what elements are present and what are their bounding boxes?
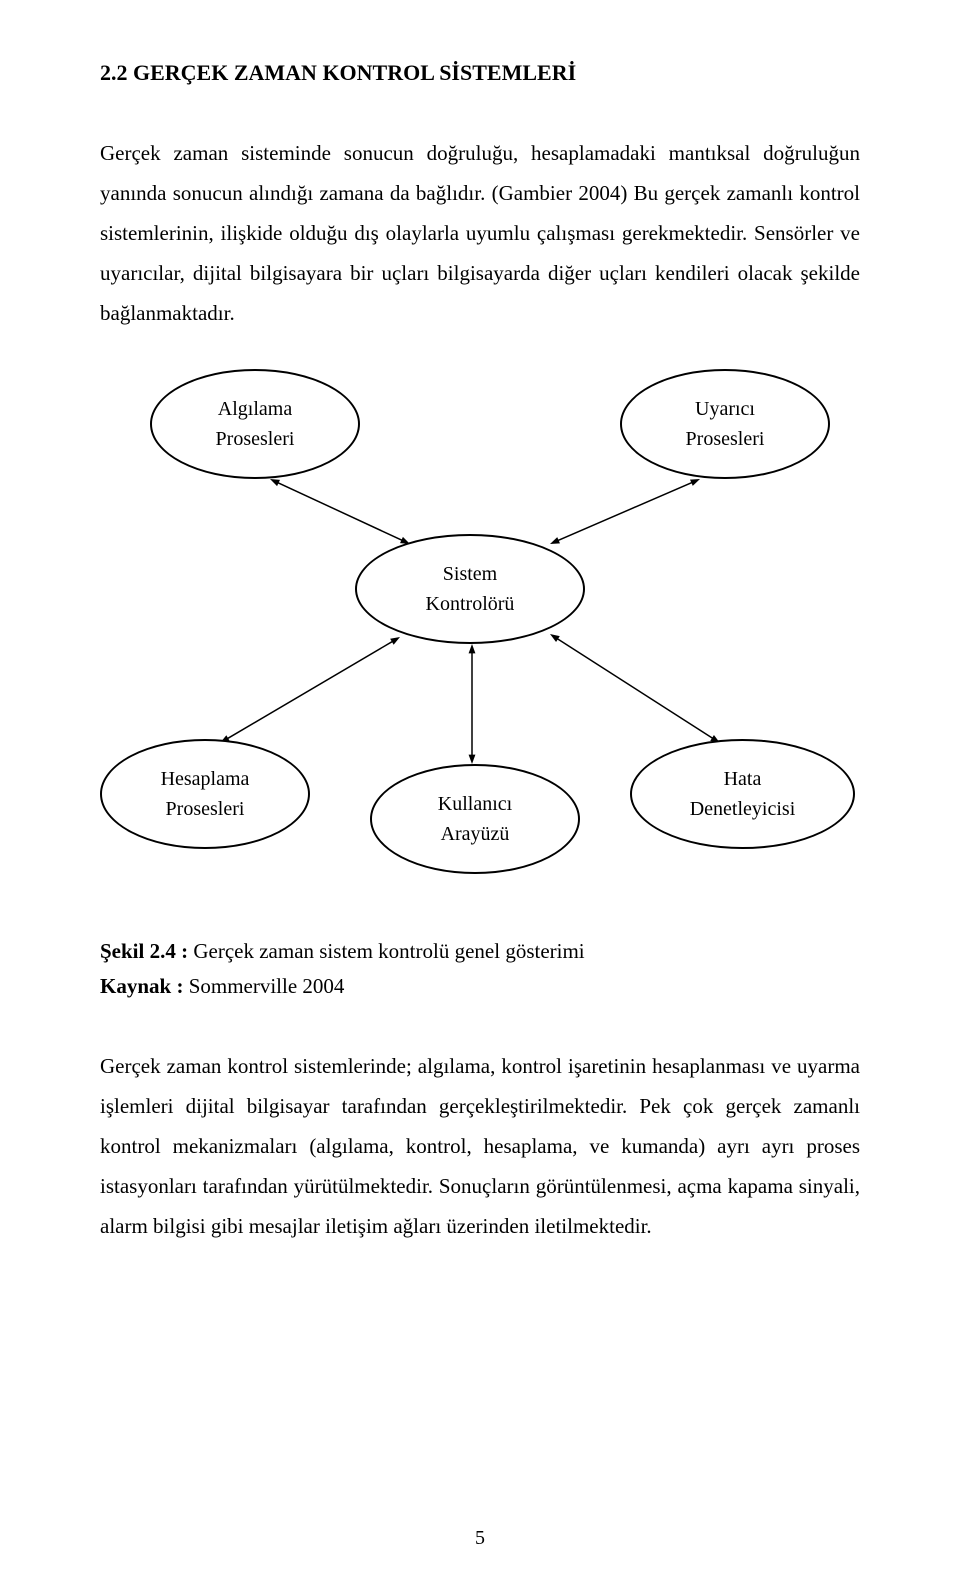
paragraph-2: Gerçek zaman kontrol sistemlerinde; algı… [100,1047,860,1246]
node-line: Prosesleri [216,424,295,454]
node-kullanici-arayuzu: Kullanıcı Arayüzü [370,764,580,874]
source-text: Sommerville 2004 [189,974,345,998]
node-line: Prosesleri [166,794,245,824]
section-heading: 2.2 GERÇEK ZAMAN KONTROL SİSTEMLERİ [100,60,860,86]
node-uyarici-prosesleri: Uyarıcı Prosesleri [620,369,830,479]
node-line: Kullanıcı [438,789,512,819]
page-number: 5 [0,1527,960,1550]
node-sistem-kontroloru: Sistem Kontrolörü [355,534,585,644]
figure-label: Şekil 2.4 : [100,939,193,963]
node-hesaplama-prosesleri: Hesaplama Prosesleri [100,739,310,849]
node-line: Hata [724,764,762,794]
figure-source: Kaynak : Sommerville 2004 [100,974,860,999]
figure-caption: Şekil 2.4 : Gerçek zaman sistem kontrolü… [100,939,860,964]
source-label: Kaynak : [100,974,189,998]
node-line: Denetleyicisi [690,794,796,824]
node-line: Kontrolörü [426,589,515,619]
figure-caption-text: Gerçek zaman sistem kontrolü genel göste… [193,939,584,963]
node-line: Hesaplama [161,764,250,794]
page: 2.2 GERÇEK ZAMAN KONTROL SİSTEMLERİ Gerç… [0,0,960,1580]
node-line: Arayüzü [441,819,510,849]
node-algilama-prosesleri: Algılama Prosesleri [150,369,360,479]
node-line: Prosesleri [686,424,765,454]
node-line: Algılama [218,394,292,424]
node-line: Sistem [443,559,497,589]
paragraph-1: Gerçek zaman sisteminde sonucun doğruluğ… [100,134,860,333]
node-hata-denetleyicisi: Hata Denetleyicisi [630,739,855,849]
node-line: Uyarıcı [695,394,755,424]
system-diagram: Algılama Prosesleri Uyarıcı Prosesleri S… [100,369,860,929]
